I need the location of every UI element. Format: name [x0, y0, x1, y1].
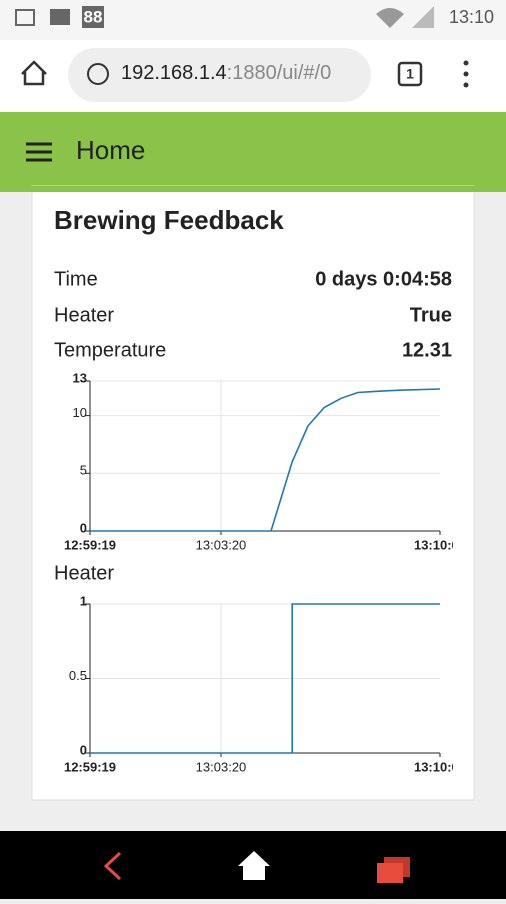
signal-icon [412, 6, 434, 28]
url-host: 192.168.1.4 [121, 62, 227, 84]
y-tick-label: 0.5 [69, 668, 87, 683]
tab-count: 1 [406, 66, 414, 82]
row-value: 0 days 0:04:58 [315, 268, 452, 290]
image-icon [15, 9, 35, 26]
chart-title: Heater [54, 562, 114, 584]
row-label: Temperature [54, 339, 166, 361]
clock: 13:10 [449, 7, 494, 27]
y-tick-label: 13 [73, 370, 87, 385]
badge: 88 [84, 7, 103, 26]
mail-icon [50, 9, 70, 25]
tabs-button[interactable] [397, 61, 423, 87]
header-edge [0, 186, 506, 192]
info-icon[interactable] [87, 63, 109, 85]
app-header [0, 112, 506, 192]
x-tick-label: 13:10:03 [414, 759, 466, 774]
row-value: 12.31 [402, 339, 452, 361]
menu-button[interactable] [463, 60, 469, 88]
y-tick-label: 1 [80, 593, 87, 608]
x-tick-label: 12:59:19 [64, 759, 116, 774]
y-tick-label: 10 [73, 405, 87, 420]
y-tick-label: 5 [80, 463, 87, 478]
x-tick-label: 13:03:20 [196, 759, 247, 774]
line [90, 388, 441, 532]
row-value: True [410, 304, 452, 326]
home-nav[interactable] [238, 851, 270, 880]
wifi-icon [376, 8, 404, 28]
charts: 0 5 10 13 12:59:19 13:03:20 13:10:03 0 0.5 1 12:59… [64, 370, 466, 774]
x-tick-label: 13:10:03 [414, 537, 466, 552]
back-button[interactable] [103, 851, 122, 881]
home-button[interactable] [21, 60, 47, 86]
card [31, 185, 475, 801]
badge-bg [82, 6, 104, 28]
y-tick-label: 0 [80, 742, 87, 757]
recents-button[interactable] [377, 857, 410, 883]
card-title: Brewing Feedback [54, 205, 284, 235]
header-title: Home [76, 135, 145, 165]
url: 192.168.1.4:1880/ui/#/0 [121, 62, 331, 84]
url-field[interactable] [68, 48, 371, 102]
url-path: :1880/ui/#/0 [227, 62, 332, 84]
row-label: Time [54, 268, 98, 290]
y-tick-label: 0 [80, 520, 87, 535]
x-tick-label: 12:59:19 [64, 537, 116, 552]
x-tick-label: 13:03:20 [196, 537, 247, 552]
line [90, 603, 440, 754]
hamburger[interactable] [26, 142, 52, 162]
url-clip: 192.168.1.4:1880/ui/#/0 [121, 62, 331, 84]
row-label: Heater [54, 304, 114, 326]
